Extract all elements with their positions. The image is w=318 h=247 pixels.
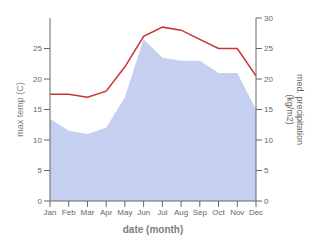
svg-text:25: 25 [264,44,273,53]
svg-text:date (month): date (month) [123,224,184,235]
svg-text:Aug: Aug [174,208,188,217]
svg-text:5: 5 [38,166,43,175]
svg-text:Feb: Feb [62,208,76,217]
svg-text:Mar: Mar [81,208,95,217]
svg-text:May: May [117,208,132,217]
svg-text:10: 10 [33,136,42,145]
svg-text:med. precipitation(kg/m2): med. precipitation(kg/m2) [285,74,305,145]
svg-text:15: 15 [33,105,42,114]
svg-text:Jun: Jun [137,208,150,217]
svg-text:25: 25 [33,44,42,53]
svg-text:20: 20 [264,75,273,84]
svg-text:Dec: Dec [249,208,263,217]
svg-text:0: 0 [264,197,269,206]
svg-text:30: 30 [264,14,273,23]
svg-text:Sep: Sep [193,208,208,217]
svg-text:15: 15 [264,105,273,114]
svg-text:20: 20 [33,75,42,84]
svg-text:Jan: Jan [44,208,57,217]
svg-text:0: 0 [38,197,43,206]
svg-text:max temp (C): max temp (C) [15,82,25,137]
svg-text:Nov: Nov [230,208,244,217]
svg-text:Oct: Oct [212,208,225,217]
svg-text:5: 5 [264,166,269,175]
svg-text:10: 10 [264,136,273,145]
svg-text:Jul: Jul [157,208,167,217]
svg-text:Apr: Apr [100,208,113,217]
